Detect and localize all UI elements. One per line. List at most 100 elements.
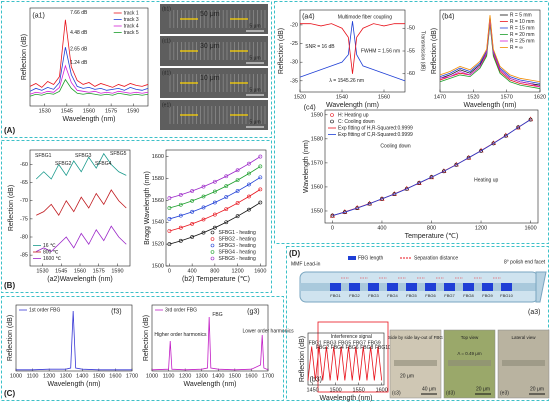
panel-label: (D) <box>289 249 300 258</box>
annotation: FBG10 <box>375 345 391 351</box>
legend-entry: R = 5 mm <box>510 12 532 18</box>
micrograph <box>160 100 268 130</box>
grating <box>406 283 417 291</box>
waveguide <box>394 360 437 366</box>
marker <box>466 155 471 160</box>
y-tick-label: 1500 <box>152 263 164 269</box>
legend-marker <box>330 119 334 124</box>
legend-entry: 16 ℃ <box>43 243 56 249</box>
y-axis-label: Reflection (dB) <box>431 28 438 74</box>
micrograph-bar: 5 μm <box>249 23 260 29</box>
y-tick-label: 1580 <box>152 176 164 182</box>
grating-label: FBG7 <box>444 293 455 298</box>
y-tick-label: 1550 <box>311 208 323 214</box>
legend-entry: C: Cooling down <box>338 119 375 125</box>
x-tick-label: 800 <box>427 225 436 231</box>
grating-label: FBG1 <box>330 293 341 298</box>
series-line <box>299 21 406 82</box>
annotation: FBG7 <box>353 341 366 347</box>
border-a <box>1 1 272 138</box>
grating-label: FBG10 <box>500 293 513 298</box>
marker <box>417 180 422 185</box>
y-axis-label: Reflection (dB) <box>143 315 150 361</box>
grating-label: FBG5 <box>406 293 417 298</box>
marker <box>235 178 240 182</box>
series-line <box>35 152 127 180</box>
x-axis-label: Wavelength (nm) <box>326 102 379 109</box>
annotation: FBG4 <box>331 345 344 351</box>
marker <box>212 179 217 184</box>
panel-label: (b4) <box>442 13 454 20</box>
x-tick-label: 1600 <box>376 387 388 393</box>
marker <box>190 209 195 214</box>
x-tick-label: 800 <box>210 268 219 274</box>
marker <box>528 117 533 122</box>
x-tick-label: 1300 <box>60 373 72 379</box>
micrograph-scale: 10 μm <box>200 75 220 82</box>
y-tick-label: 1590 <box>311 112 323 118</box>
x-tick-label: 400 <box>188 268 197 274</box>
series-line <box>36 189 127 217</box>
annotation: Lower order harmonics <box>242 329 294 335</box>
fiber-diagram: MMF Lead-in FBG length Separation distan… <box>291 255 547 393</box>
y-tick-label: 1570 <box>311 160 323 166</box>
annotation: SFBG2 <box>55 161 72 167</box>
legend-entry: SFBG5 - heating <box>219 256 256 262</box>
marker <box>178 225 183 230</box>
x-tick-label: 1300 <box>196 373 208 379</box>
grating <box>425 283 436 291</box>
x-tick-label: 1500 <box>330 387 342 393</box>
legend-entry: 3rd order FBG <box>165 307 197 313</box>
marker <box>235 214 240 219</box>
annotation: Multimode fiber coupling <box>338 15 392 21</box>
y-tick-label: -70 <box>20 198 28 204</box>
border-b <box>1 140 272 293</box>
border-d <box>286 246 549 401</box>
marker <box>247 207 251 212</box>
grating-label: FBG2 <box>349 293 360 298</box>
panel-label: (A) <box>4 126 15 135</box>
y2-tick-label: -55 <box>407 48 415 54</box>
marker <box>258 154 263 159</box>
y-axis-label: Wavelength (nm) <box>303 140 310 193</box>
marker <box>212 189 217 194</box>
y-axis-label: Reflection (dB) <box>7 315 14 361</box>
x-tick-label: 1400 <box>76 373 88 379</box>
x-tick-label: 1700 <box>126 373 138 379</box>
grating <box>330 283 341 291</box>
series-line <box>29 19 149 88</box>
x-tick-label: 1500 <box>229 373 241 379</box>
y-tick-label: -75 <box>20 216 28 222</box>
grating <box>349 283 360 291</box>
legend-entry: R = 25 mm <box>510 38 535 44</box>
grating <box>463 283 474 291</box>
marker <box>190 235 195 239</box>
image-label: (c3) <box>392 390 401 396</box>
series-line <box>16 310 132 371</box>
y2-tick-label: -50 <box>407 26 415 32</box>
legend-entry: R = 15 mm <box>510 25 535 31</box>
x-tick-label: 1560 <box>83 108 95 114</box>
micrograph-label: (c1) <box>162 38 171 44</box>
micrograph-label: (d1) <box>162 70 171 76</box>
legend-entry: track 1 <box>124 10 139 16</box>
x-tick-label: 1700 <box>262 373 274 379</box>
grating-label: FBG8 <box>463 293 474 298</box>
marker <box>201 217 206 222</box>
series-line <box>169 189 261 232</box>
fbg-length: FBG length <box>358 255 384 261</box>
micrograph-bar: 5 μm <box>249 55 260 61</box>
micrograph-scale: 30 μm <box>200 43 220 50</box>
legend-entry: Exp fitting of H,R-Squared:0.9999 <box>338 125 413 131</box>
x-tick-label: 1560 <box>378 94 390 100</box>
image-caption: Side by side lay-out of FBG <box>388 335 443 340</box>
y-tick-label: -30 <box>290 60 298 66</box>
marker <box>429 175 434 179</box>
legend-marker <box>210 250 215 254</box>
y-axis-label: Reflection (dB) <box>278 28 285 74</box>
y-tick-label: 1600 <box>152 154 164 160</box>
micrograph-bar: 5 μm <box>249 87 260 93</box>
image-bar: 40 μm <box>422 386 436 392</box>
series-line <box>151 316 269 371</box>
marker <box>224 207 229 211</box>
